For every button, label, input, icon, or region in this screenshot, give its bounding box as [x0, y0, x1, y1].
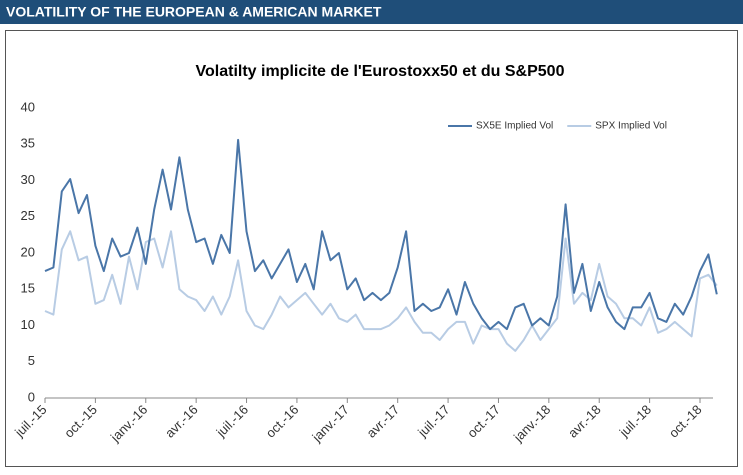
x-tick-label: janv.-17 — [309, 402, 352, 445]
y-tick-label: 15 — [21, 281, 35, 296]
x-tick-label: juil.-16 — [213, 402, 251, 440]
x-tick-label: avr.-16 — [162, 402, 201, 441]
x-tick-label: oct.-18 — [666, 402, 705, 441]
x-tick-label: juil.-18 — [616, 402, 654, 440]
chart-title: Volatilty implicite de l'Eurostoxx50 et … — [196, 63, 565, 80]
banner-bg — [0, 0, 743, 24]
banner-title: VOLATILITY OF THE EUROPEAN & AMERICAN MA… — [6, 4, 382, 20]
x-tick-label: janv.-18 — [510, 402, 553, 445]
x-tick-label: janv.-16 — [107, 402, 150, 445]
x-tick-label: avr.-18 — [565, 402, 604, 441]
x-tick-label: juil.-17 — [414, 402, 452, 440]
x-tick-label: oct.-15 — [61, 402, 100, 441]
legend-label: SX5E Implied Vol — [476, 121, 553, 132]
frame — [5, 30, 738, 467]
x-tick-label: juil.-15 — [11, 402, 49, 440]
y-tick-label: 35 — [21, 136, 35, 151]
x-tick-label: avr.-17 — [364, 402, 403, 441]
y-tick-label: 30 — [21, 172, 35, 187]
y-tick-label: 25 — [21, 208, 35, 223]
x-tick-label: oct.-16 — [263, 402, 302, 441]
y-tick-label: 5 — [28, 353, 35, 368]
series-line — [44, 138, 718, 331]
x-tick-label: oct.-17 — [464, 402, 503, 441]
y-tick-label: 0 — [28, 389, 35, 404]
legend-label: SPX Implied Vol — [595, 121, 667, 132]
series-line — [44, 230, 718, 352]
y-tick-label: 40 — [21, 99, 35, 114]
y-tick-label: 10 — [21, 317, 35, 332]
y-tick-label: 20 — [21, 244, 35, 259]
